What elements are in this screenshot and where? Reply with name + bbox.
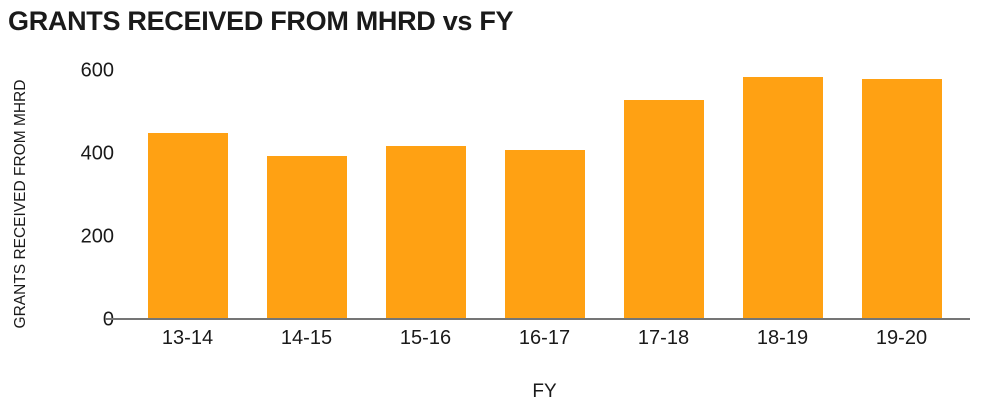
y-tick-label-400: 400 xyxy=(80,142,114,165)
x-tick-label-14-15: 14-15 xyxy=(280,327,333,349)
bar-14-15 xyxy=(266,156,347,320)
x-tick-label-18-19: 18-19 xyxy=(756,327,809,349)
x-axis-title: FY xyxy=(532,381,557,402)
bar-17-18 xyxy=(623,100,704,320)
y-tick-label-200: 200 xyxy=(80,225,114,248)
bar-19-20 xyxy=(861,79,942,320)
chart-title: GRANTS RECEIVED FROM MHRD vs FY xyxy=(8,6,514,36)
x-tick-label-17-18: 17-18 xyxy=(637,327,690,349)
y-tick-label-0: 0 xyxy=(30,309,114,332)
y-tick-label-600: 600 xyxy=(80,59,114,82)
x-tick-label-19-20: 19-20 xyxy=(875,327,928,349)
x-tick-label-13-14: 13-14 xyxy=(161,327,214,349)
plot-area xyxy=(128,71,961,320)
x-tick-label-15-16: 15-16 xyxy=(399,327,452,349)
bar-15-16 xyxy=(385,146,466,320)
bar-18-19 xyxy=(742,77,823,320)
y-axis-title: GRANTS RECEIVED FROM MHRD xyxy=(12,79,29,329)
x-axis-labels: 13-14 14-15 15-16 16-17 17-18 18-19 19-20 xyxy=(128,327,961,353)
bar-16-17 xyxy=(504,150,585,320)
x-tick-label-16-17: 16-17 xyxy=(518,327,571,349)
x-axis-line xyxy=(105,318,970,320)
bar-13-14 xyxy=(147,133,228,320)
